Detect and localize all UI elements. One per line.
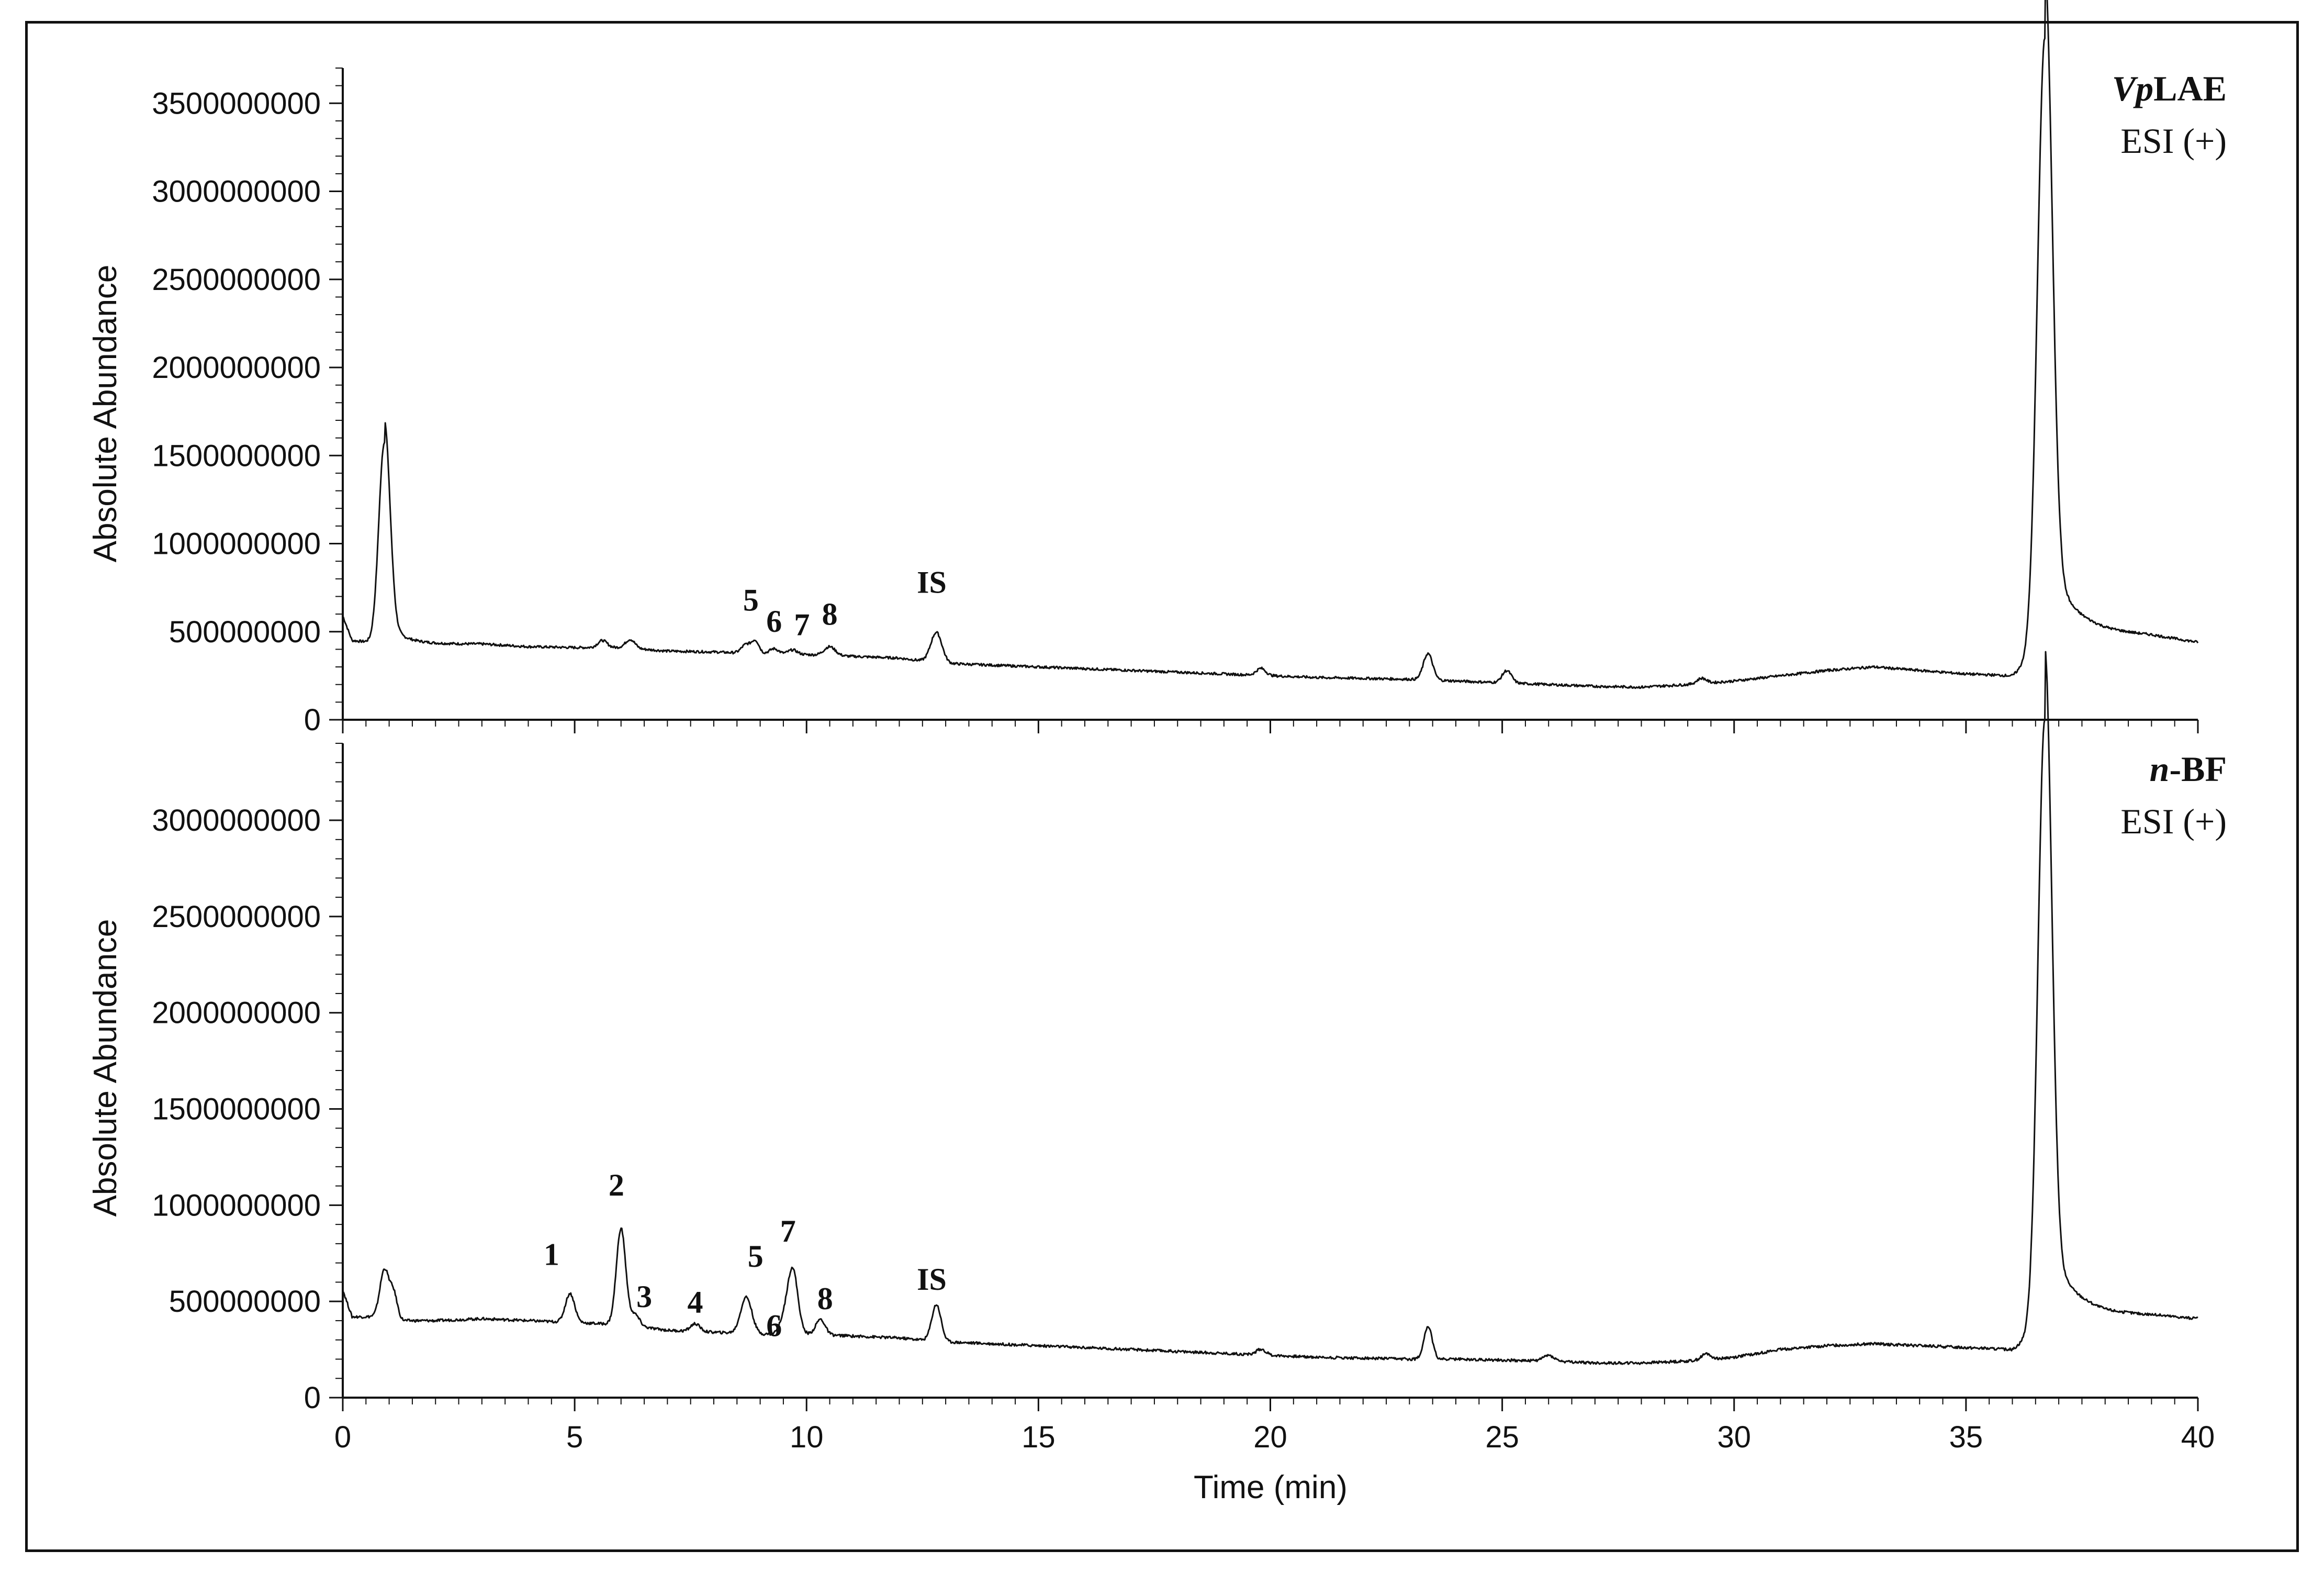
bottom-x-tick-label: 20 <box>1253 1420 1287 1454</box>
bottom-x-tick-label: 0 <box>334 1420 351 1454</box>
figure-frame <box>25 21 2299 1552</box>
top-y-tick-label: 2500000000 <box>152 263 321 297</box>
bottom-panel: Absolute Abundance n-BF ESI (+) Time (mi… <box>87 749 2227 1505</box>
bottom-y-tick-label: 2000000000 <box>152 996 321 1030</box>
top-y-axis-title: Absolute Abundance <box>87 265 124 563</box>
bottom-x-tick-label: 15 <box>1021 1420 1056 1454</box>
top-panel-ionization: ESI (+) <box>2120 121 2227 161</box>
bottom-x-tick-label: 25 <box>1485 1420 1519 1454</box>
top-y-tick-label: 2000000000 <box>152 351 321 385</box>
top-panel-name-bold: LAE <box>2153 69 2227 108</box>
bottom-y-tick-label: 0 <box>304 1381 321 1415</box>
top-plot-area: 0 500000000 1000000000 1500000000 2000000000… <box>152 0 2199 737</box>
bottom-peak-label-4: 4 <box>688 1285 703 1320</box>
bottom-peak-label-8: 8 <box>817 1281 833 1316</box>
bottom-y-tick-label: 1000000000 <box>152 1188 321 1222</box>
bottom-peak-label-5: 5 <box>748 1239 764 1274</box>
bottom-peak-label-is: IS <box>917 1262 947 1297</box>
bottom-x-tick-label: 40 <box>2181 1420 2215 1454</box>
bottom-x-tick-label: 30 <box>1717 1420 1751 1454</box>
top-y-tick-label: 0 <box>304 703 321 737</box>
bottom-peak-label-1: 1 <box>544 1237 559 1271</box>
bottom-panel-name: n-BF <box>2150 749 2227 789</box>
x-axis-title: Time (min) <box>1194 1469 1348 1505</box>
bottom-y-tick-label: 2500000000 <box>152 900 321 934</box>
top-y-tick-label: 500000000 <box>169 615 321 649</box>
top-y-tick-label: 3000000000 <box>152 175 321 209</box>
bottom-plot-area: 0 500000000 1000000000 1500000000 2000000000… <box>152 651 2215 1454</box>
top-panel-name-italic: Vp <box>2112 69 2153 108</box>
top-peak-label-6: 6 <box>766 604 782 639</box>
bottom-x-tick-label: 35 <box>1949 1420 1983 1454</box>
bottom-peak-label-3: 3 <box>636 1279 652 1314</box>
top-panel: Absolute Abundance VpLAE ESI (+) <box>87 69 2227 562</box>
bottom-peak-label-7: 7 <box>780 1214 796 1248</box>
top-peak-label-is: IS <box>917 565 947 600</box>
bottom-panel-name-italic: n <box>2150 749 2170 789</box>
bottom-chromatogram-trace <box>342 651 2198 1365</box>
bottom-peak-label-6: 6 <box>766 1308 782 1343</box>
bottom-y-tick-label: 3000000000 <box>152 804 321 838</box>
top-chromatogram-trace <box>342 0 2199 689</box>
top-y-tick-label: 3500000000 <box>152 86 321 120</box>
top-y-tick-label: 1500000000 <box>152 439 321 473</box>
bottom-y-axis-title: Absolute Abundance <box>87 919 124 1217</box>
bottom-panel-name-bold: -BF <box>2169 749 2227 789</box>
bottom-peak-label-2: 2 <box>609 1168 624 1202</box>
top-panel-name: VpLAE <box>2112 69 2227 108</box>
bottom-x-tick-label: 10 <box>790 1420 824 1454</box>
top-peak-label-5: 5 <box>743 583 759 617</box>
top-peak-label-7: 7 <box>794 607 810 642</box>
bottom-panel-ionization: ESI (+) <box>2120 801 2227 841</box>
bottom-y-tick-label: 500000000 <box>169 1285 321 1319</box>
bottom-x-tick-label: 5 <box>566 1420 583 1454</box>
top-peak-label-8: 8 <box>822 597 838 631</box>
top-y-tick-label: 1000000000 <box>152 527 321 561</box>
bottom-y-tick-label: 1500000000 <box>152 1092 321 1126</box>
